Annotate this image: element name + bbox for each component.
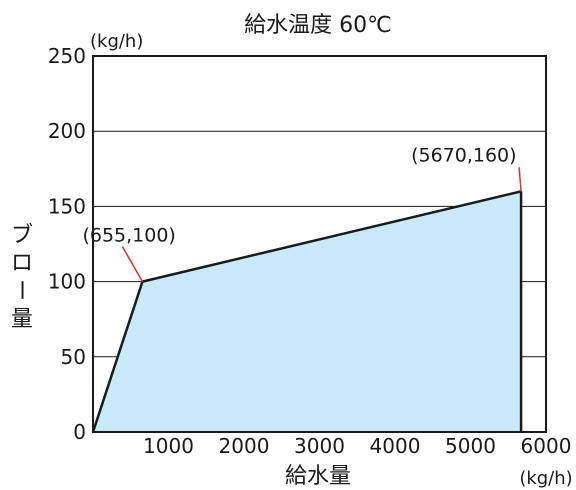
y-tick-label: 50 <box>61 345 86 369</box>
annotation-label: (5670,160) <box>411 144 516 166</box>
y-tick-labels: 0 50 100 150 200 250 <box>48 44 86 444</box>
area-fill <box>93 191 522 432</box>
x-axis-title: 給水量 <box>285 464 351 489</box>
annotations: (655,100) (5670,160) <box>82 144 516 246</box>
annotation-leader-line <box>121 246 144 282</box>
x-tick-label: 2000 <box>219 434 270 458</box>
y-tick-label: 200 <box>48 119 86 143</box>
x-tick-label: 1000 <box>143 434 194 458</box>
annotation-leader-line <box>518 167 522 192</box>
annotation-label: (655,100) <box>82 225 175 247</box>
y-tick-label: 100 <box>48 270 86 294</box>
x-tick-label: 6000 <box>521 434 572 458</box>
x-unit-label: (kg/h) <box>519 468 572 489</box>
y-tick-label: 150 <box>48 194 86 218</box>
y-axis-title-char: 量 <box>11 307 33 332</box>
y-axis-title-char: ー <box>8 279 33 301</box>
x-tick-label: 3000 <box>294 434 345 458</box>
y-tick-label: 250 <box>48 44 86 68</box>
y-axis-title-char: ロ <box>11 251 33 276</box>
annotation-leaders <box>121 167 522 282</box>
chart-title: 給水温度 60℃ <box>244 13 392 38</box>
y-tick-label: 0 <box>73 420 86 444</box>
plot-frame <box>92 55 547 433</box>
x-tick-label: 4000 <box>370 434 421 458</box>
y-unit-label: (kg/h) <box>90 31 143 52</box>
x-tick-label: 5000 <box>445 434 496 458</box>
y-axis-title-char: ブ <box>11 223 33 248</box>
x-tick-labels: 1000 2000 3000 4000 5000 6000 <box>143 434 571 458</box>
